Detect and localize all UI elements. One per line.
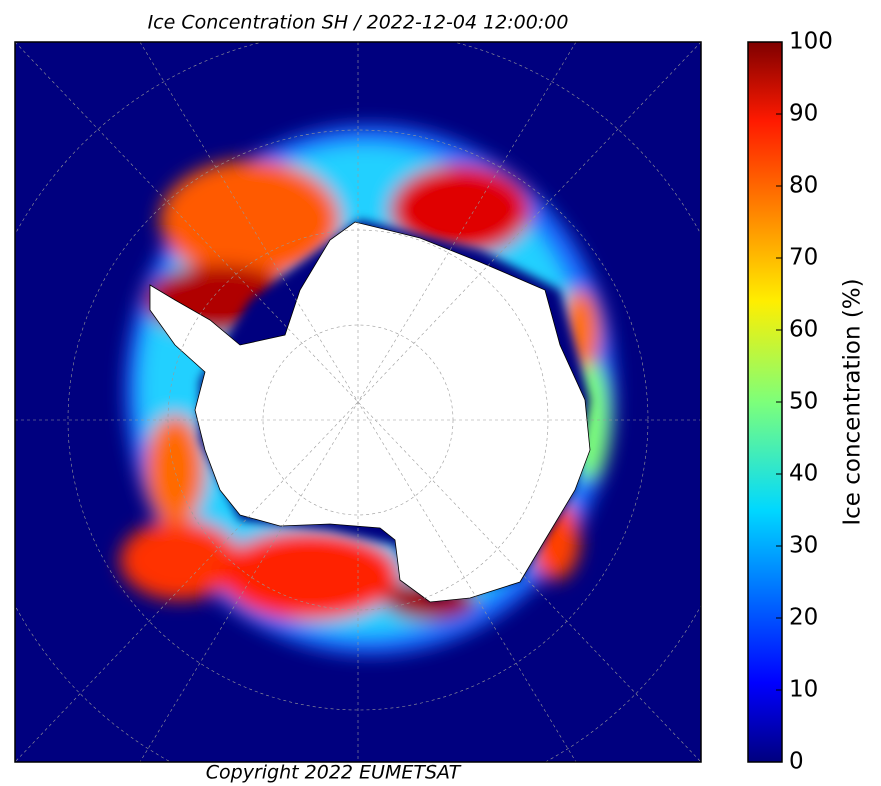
colorbar-tick-label: 60 — [789, 317, 818, 343]
colorbar-label: Ice concentration (%) — [840, 278, 866, 525]
colorbar-tick-label: 40 — [789, 461, 818, 487]
colorbar-tick-label: 70 — [789, 245, 818, 271]
map — [15, 42, 701, 762]
colorbar-tick-label: 100 — [789, 29, 833, 55]
colorbar-tick-label: 0 — [789, 749, 804, 775]
colorbar-tick-label: 80 — [789, 173, 818, 199]
colorbar-tick-label: 20 — [789, 605, 818, 631]
colorbar-tick-label: 10 — [789, 677, 818, 703]
colorbar-tick-label: 90 — [789, 101, 818, 127]
copyright: Copyright 2022 EUMETSAT — [206, 762, 462, 784]
colorbar-ticks: 0 10 20 30 40 50 60 70 80 90 100 — [776, 29, 833, 775]
colorbar-tick-label: 30 — [789, 533, 818, 559]
colorbar-tick-label: 50 — [789, 389, 818, 415]
map-title: Ice Concentration SH / 2022-12-04 12:00:… — [148, 12, 569, 34]
